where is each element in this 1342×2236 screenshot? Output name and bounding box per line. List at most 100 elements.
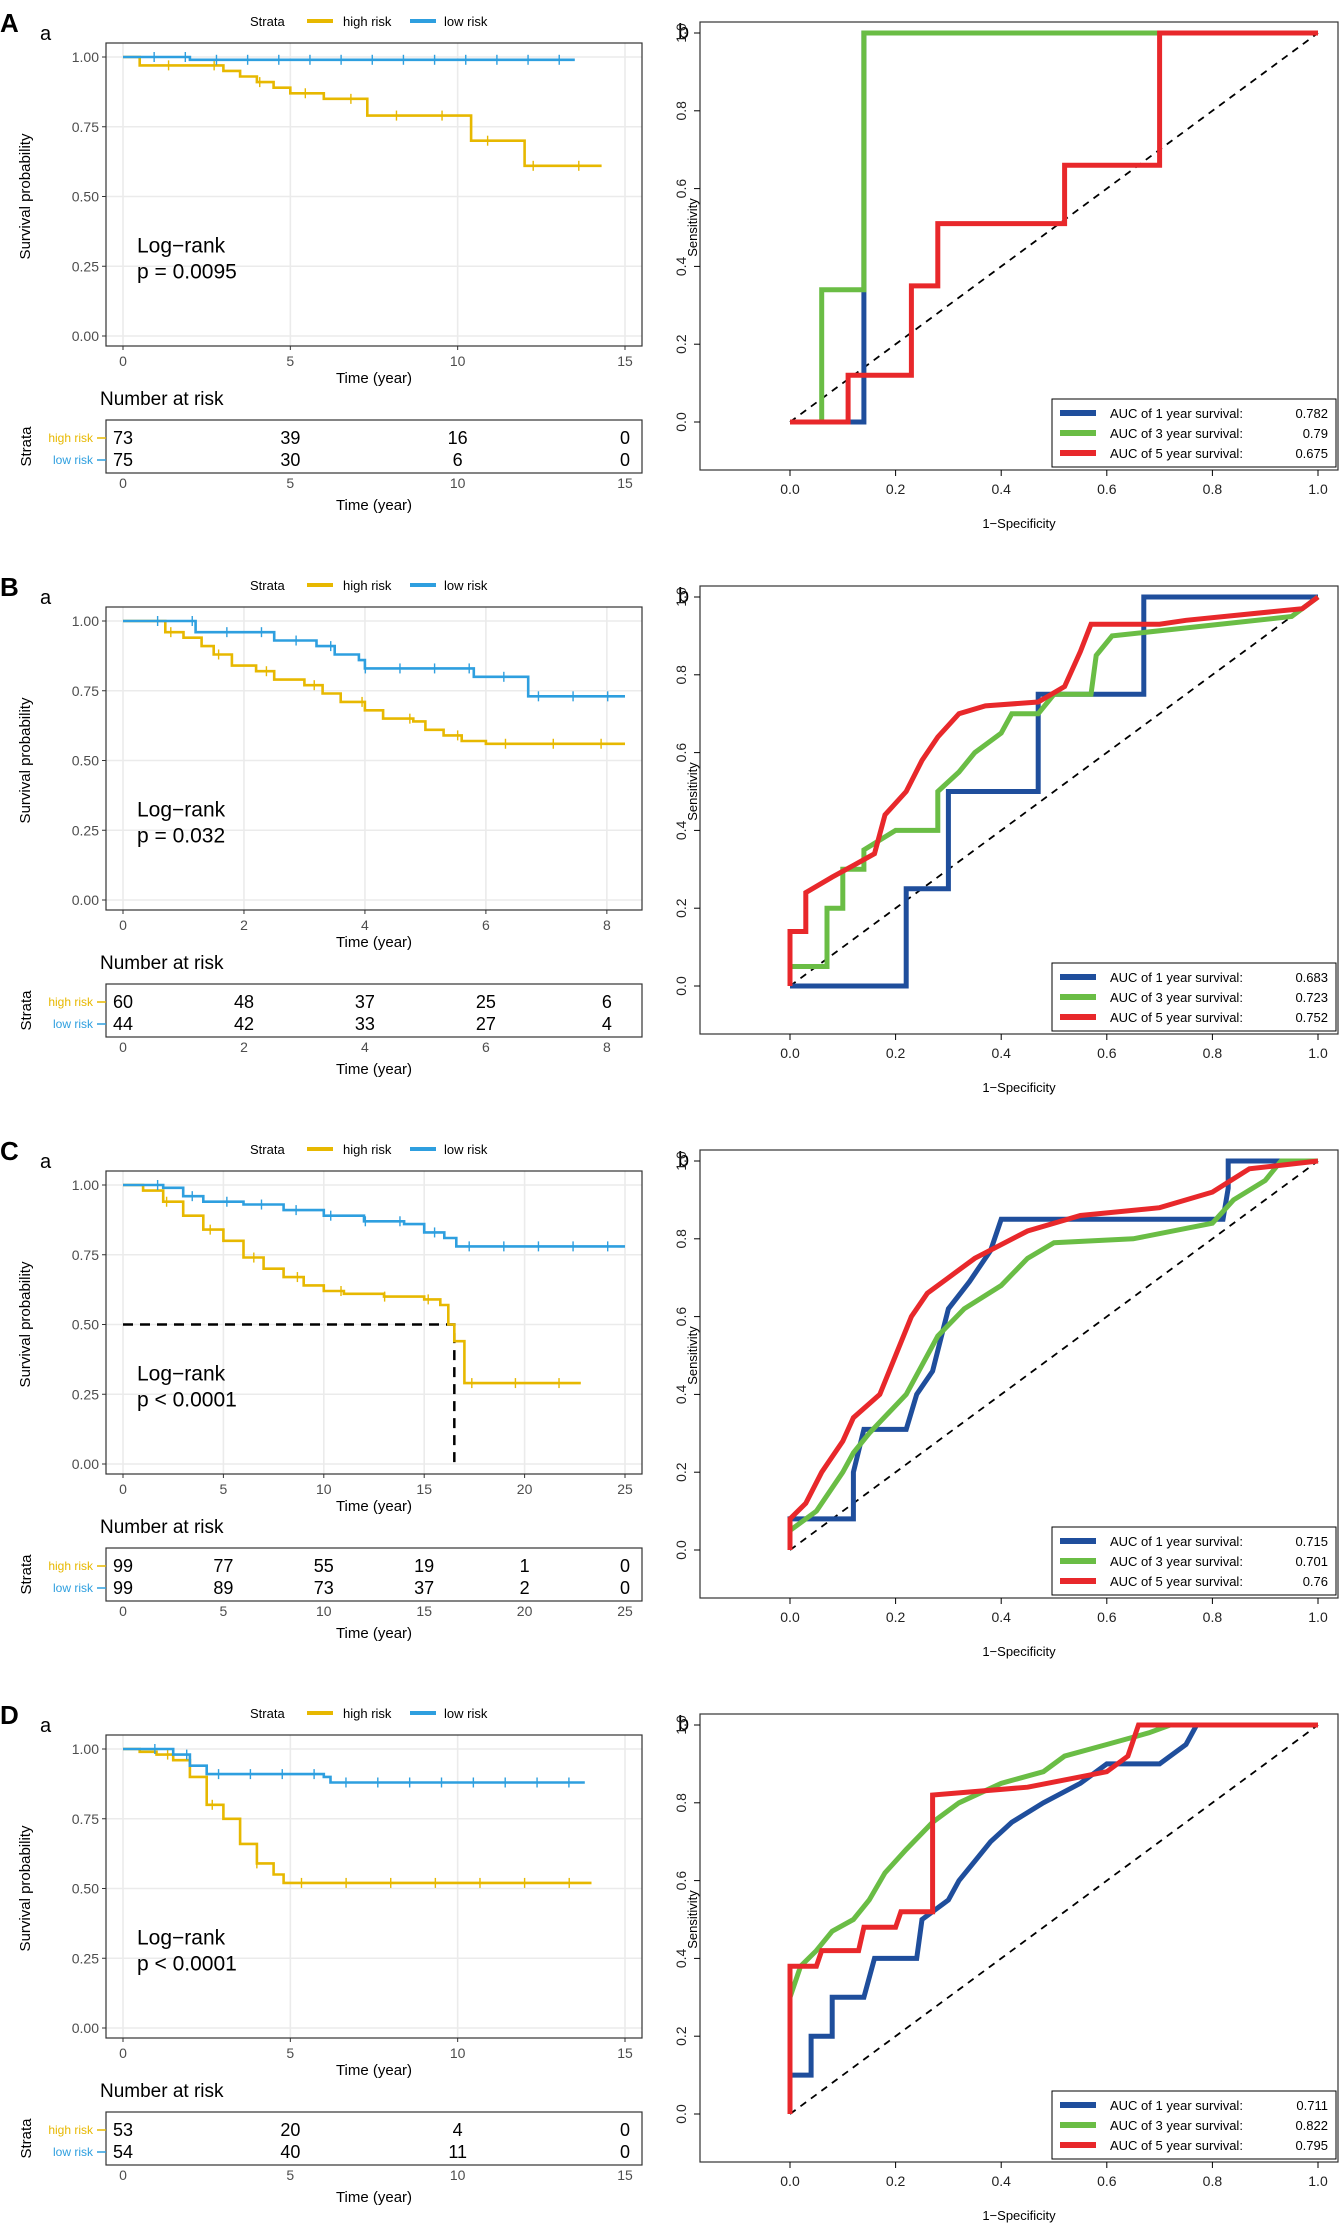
km-plot-frame (105, 42, 643, 347)
log-rank-label: Log−rank (137, 1362, 226, 1385)
roc-y-tick-label: 0.4 (673, 820, 689, 840)
risk-count-low: 0 (620, 1578, 630, 1598)
roc-legend-label: AUC of 3 year survival: (1110, 1554, 1243, 1569)
roc-curve-5-year (790, 30, 1318, 425)
roc-legend-box (1051, 1526, 1337, 1596)
roc-y-tick-label: 0.4 (673, 1948, 689, 1968)
roc-y-tick-label: 1.0 (673, 1151, 689, 1171)
y-tick-label: 1.00 (72, 613, 99, 629)
roc-y-axis-title: Sensitivity (685, 1326, 700, 1385)
roc-plot-frame (699, 21, 1339, 471)
roc-legend-label: AUC of 5 year survival: (1110, 446, 1243, 461)
x-tick-label: 20 (517, 1481, 533, 1497)
roc-y-axis-title: Sensitivity (685, 198, 700, 257)
roc-panel-A: b 0.0 0.0 0.2 0.2 0.4 0.4 0.6 0.6 0.8 0.8 1.0 1.0 1−S… (673, 21, 1339, 531)
risk-count-high: 73 (113, 428, 133, 448)
roc-x-axis-title: 1−Specificity (982, 2208, 1056, 2223)
risk-count-high: 60 (113, 992, 133, 1012)
risk-table-x-tick-label: 4 (361, 1039, 369, 1055)
roc-legend-label: AUC of 1 year survival: (1110, 970, 1243, 985)
subpanel-label-b: b (678, 21, 689, 43)
y-tick-label: 1.00 (72, 1177, 99, 1193)
risk-count-low: 33 (355, 1014, 375, 1034)
x-tick-label: 5 (286, 2045, 294, 2061)
risk-table-x-tick-label: 5 (286, 2167, 294, 2183)
legend-low-risk-label: low risk (444, 14, 488, 29)
risk-count-high: 25 (476, 992, 496, 1012)
panel-label: A (0, 8, 19, 38)
risk-count-high: 48 (234, 992, 254, 1012)
x-tick-label: 15 (416, 1481, 432, 1497)
y-tick-label: 0.00 (72, 892, 99, 908)
y-tick-label: 0.75 (72, 683, 99, 699)
risk-table-x-axis-title: Time (year) (336, 1061, 412, 1078)
risk-table-x-axis-title: Time (year) (336, 497, 412, 514)
y-tick-label: 0.75 (72, 119, 99, 135)
km-curve-high-risk (123, 55, 602, 168)
km-curve-low-risk (123, 1183, 625, 1248)
roc-legend-auc-value: 0.76 (1303, 1574, 1328, 1589)
risk-table-title: Number at risk (100, 1517, 224, 1538)
km-curve-high-risk (123, 1747, 592, 1885)
risk-count-low: 73 (314, 1578, 334, 1598)
roc-x-axis-title: 1−Specificity (982, 516, 1056, 531)
roc-y-tick-label: 0.6 (673, 179, 689, 199)
x-tick-label: 0 (119, 353, 127, 369)
risk-count-low: 30 (280, 450, 300, 470)
legend-title: Strata (250, 578, 285, 593)
risk-table-x-tick-label: 25 (617, 1603, 633, 1619)
roc-reference-diagonal (789, 1724, 1319, 2115)
log-rank-p-value: p < 0.0001 (137, 1388, 237, 1411)
roc-legend-box (1051, 962, 1337, 1032)
risk-table-x-tick-label: 2 (240, 1039, 248, 1055)
roc-x-axis-title: 1−Specificity (982, 1080, 1056, 1095)
roc-legend: AUC of 1 year survival: 0.711 AUC of 3 yea… (1051, 2090, 1337, 2160)
x-tick-label: 0 (119, 917, 127, 933)
roc-legend-auc-value: 0.723 (1295, 990, 1328, 1005)
risk-count-high: 39 (280, 428, 300, 448)
risk-count-high: 55 (314, 1556, 334, 1576)
roc-x-tick-label: 0.2 (886, 1045, 906, 1061)
subpanel-label-a: a (40, 1715, 52, 1737)
legend-high-risk-label: high risk (343, 1706, 392, 1721)
x-tick-label: 15 (617, 2045, 633, 2061)
log-rank-p-value: p = 0.0095 (137, 260, 237, 283)
roc-x-tick-label: 0.0 (780, 481, 800, 497)
roc-x-axis-title: 1−Specificity (982, 1644, 1056, 1659)
subpanel-label-a: a (40, 1151, 52, 1173)
risk-table-frame (105, 983, 643, 1038)
risk-count-low: 6 (453, 450, 463, 470)
roc-legend-auc-value: 0.752 (1295, 1010, 1328, 1025)
roc-panel-C: b 0.0 0.0 0.2 0.2 0.4 0.4 0.6 0.6 0.8 0.8 1.0 1.0 1−S… (673, 1149, 1339, 1659)
x-tick-label: 25 (617, 1481, 633, 1497)
log-rank-label: Log−rank (137, 234, 226, 257)
log-rank-p-value: p < 0.0001 (137, 1952, 237, 1975)
roc-y-tick-label: 1.0 (673, 23, 689, 43)
roc-curve-5-year (787, 1722, 1318, 2114)
y-tick-label: 0.00 (72, 2020, 99, 2036)
risk-table-frame (105, 1547, 643, 1602)
roc-y-tick-label: 0.8 (673, 1229, 689, 1249)
x-tick-label: 15 (617, 353, 633, 369)
legend-low-risk-label: low risk (444, 1706, 488, 1721)
roc-x-tick-label: 0.0 (780, 1609, 800, 1625)
risk-table-x-tick-label: 0 (119, 2167, 127, 2183)
risk-count-low: 0 (620, 2142, 630, 2162)
risk-count-high: 20 (280, 2120, 300, 2140)
roc-y-tick-label: 0.8 (673, 1793, 689, 1813)
risk-count-high: 19 (414, 1556, 434, 1576)
risk-table-x-tick-label: 6 (482, 1039, 490, 1055)
roc-legend-label: AUC of 1 year survival: (1110, 2098, 1243, 2113)
risk-table-low-risk-label: low risk (53, 1581, 94, 1595)
roc-x-tick-label: 0.6 (1097, 2173, 1117, 2189)
roc-curve-1-year (787, 1722, 1318, 2114)
risk-table-x-tick-label: 20 (517, 1603, 533, 1619)
roc-curve-1-year (787, 1158, 1318, 1550)
risk-count-high: 53 (113, 2120, 133, 2140)
roc-y-tick-label: 0.0 (673, 2104, 689, 2124)
x-tick-label: 10 (450, 2045, 466, 2061)
roc-y-tick-label: 0.6 (673, 1307, 689, 1327)
risk-count-high: 37 (355, 992, 375, 1012)
